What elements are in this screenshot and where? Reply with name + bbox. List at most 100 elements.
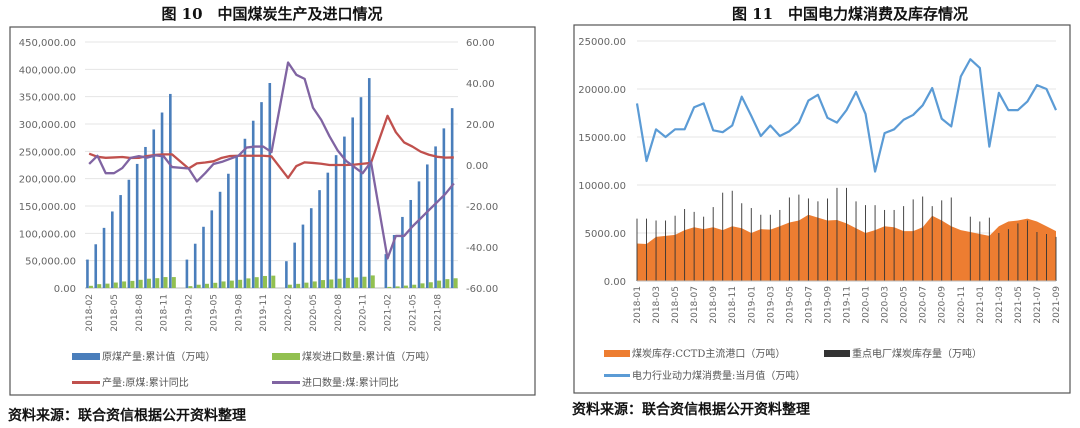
imports-bar bbox=[304, 282, 309, 288]
production-bar bbox=[417, 181, 421, 288]
x-axis-tick-label: 2019-07 bbox=[804, 286, 814, 324]
legend-swatch-plant-inventory bbox=[824, 350, 850, 357]
production-bar bbox=[251, 120, 255, 288]
production-bar bbox=[409, 199, 413, 288]
source-note-right: 资料来源：联合资信根据公开资料整理 bbox=[572, 401, 810, 418]
x-axis-tick-label: 2021-01 bbox=[976, 286, 986, 324]
x-axis-tick-label: 2018-08 bbox=[135, 294, 145, 332]
imports-bar bbox=[437, 280, 442, 288]
x-axis-tick-label: 2020-11 bbox=[957, 286, 967, 324]
production-bar bbox=[185, 259, 189, 288]
x-axis-tick-label: 2018-03 bbox=[652, 286, 662, 324]
production-bar bbox=[218, 191, 222, 288]
x-axis-tick-label: 2021-05 bbox=[1014, 286, 1024, 324]
production-bar bbox=[243, 138, 247, 288]
right-axis-tick-label: -60.00 bbox=[466, 284, 498, 295]
legend-label-port-inventory: 煤炭库存:CCTD主流港口（万吨） bbox=[632, 347, 785, 360]
consumption-line bbox=[635, 58, 1058, 173]
production-bar bbox=[111, 211, 114, 288]
right-axis-tick-label: 40.00 bbox=[466, 79, 495, 90]
imports-bar bbox=[395, 286, 400, 288]
imports-bar bbox=[97, 284, 102, 288]
production-bar bbox=[425, 164, 429, 288]
imports-bar bbox=[296, 283, 301, 288]
x-axis-tick-label: 2019-05 bbox=[209, 294, 219, 332]
imports-yoy-line bbox=[88, 61, 455, 260]
right-axis-tick-label: 0.00 bbox=[466, 161, 488, 172]
imports-bar bbox=[163, 277, 168, 288]
x-axis-tick-label: 2018-05 bbox=[671, 286, 681, 324]
left-axis-tick-label: 300,000.00 bbox=[19, 120, 76, 131]
imports-bar bbox=[188, 286, 193, 288]
production-bar bbox=[309, 208, 313, 288]
imports-bar bbox=[146, 278, 151, 288]
legend-swatch-imports-yoy bbox=[272, 381, 300, 384]
imports-bar bbox=[263, 275, 268, 288]
imports-bar bbox=[453, 278, 458, 288]
production-bar bbox=[318, 190, 321, 288]
left-axis-tick-label: 100,000.00 bbox=[19, 229, 76, 240]
x-axis-tick-label: 2018-09 bbox=[709, 286, 719, 324]
imports-bar bbox=[354, 277, 359, 288]
x-axis-tick-label: 2020-05 bbox=[309, 294, 319, 332]
x-axis-tick-label: 2018-07 bbox=[690, 286, 700, 324]
x-axis-tick-label: 2018-01 bbox=[633, 286, 643, 324]
imports-bar bbox=[312, 281, 317, 288]
legend-label-imports-yoy: 进口数量:煤:累计同比 bbox=[302, 376, 399, 389]
production-bar bbox=[359, 97, 363, 288]
imports-bar bbox=[138, 279, 143, 288]
imports-bar bbox=[362, 276, 367, 288]
imports-bar bbox=[221, 281, 226, 288]
chart-10-legend: 原煤产量:累计值（万吨） 煤炭进口数量:累计值（万吨） 产量:原煤:累计同比 进… bbox=[72, 350, 435, 389]
production-bar bbox=[450, 108, 454, 288]
right-axis-tick-label: 20.00 bbox=[466, 120, 495, 131]
production-bar bbox=[86, 259, 89, 288]
production-bar bbox=[326, 172, 330, 288]
legend-swatch-consumption bbox=[604, 374, 630, 377]
x-axis-tick-label: 2019-11 bbox=[843, 286, 853, 324]
x-axis-tick-label: 2020-09 bbox=[938, 286, 948, 324]
x-axis-tick-label: 2018-11 bbox=[728, 286, 738, 324]
chart-11-frame bbox=[573, 24, 1071, 394]
production-bar bbox=[193, 243, 197, 288]
legend-swatch-production-yoy bbox=[72, 381, 100, 384]
production-bar bbox=[102, 227, 106, 288]
imports-bar bbox=[428, 282, 433, 288]
imports-bar bbox=[329, 279, 334, 288]
legend-label-imports: 煤炭进口数量:累计值（万吨） bbox=[302, 350, 435, 363]
x-axis-tick-label: 2019-05 bbox=[785, 286, 795, 324]
production-bar bbox=[285, 261, 288, 288]
x-axis-tick-label: 2021-07 bbox=[1033, 286, 1043, 324]
imports-bar bbox=[412, 284, 417, 288]
chart-11-legend: 煤炭库存:CCTD主流港口（万吨） 重点电厂煤炭库存量（万吨） 电力行业动力煤消… bbox=[604, 347, 982, 382]
production-bar bbox=[392, 234, 396, 288]
production-bar bbox=[235, 156, 238, 288]
legend-label-production-yoy: 产量:原煤:累计同比 bbox=[102, 376, 189, 389]
x-axis-tick-label: 2020-05 bbox=[900, 286, 910, 324]
left-axis-tick-label: 150,000.00 bbox=[19, 202, 76, 213]
x-axis-tick-label: 2021-05 bbox=[408, 294, 418, 332]
x-axis-tick-label: 2020-11 bbox=[359, 294, 369, 332]
production-bar bbox=[210, 210, 214, 288]
imports-bar bbox=[88, 285, 93, 288]
x-axis-tick-label: 2020-03 bbox=[881, 286, 891, 324]
x-axis-tick-label: 2019-02 bbox=[185, 294, 195, 332]
production-bar bbox=[434, 146, 437, 288]
production-bar bbox=[401, 216, 404, 288]
legend-label-plant-inventory: 重点电厂煤炭库存量（万吨） bbox=[852, 347, 982, 360]
right-axis-tick-label: -20.00 bbox=[466, 202, 498, 213]
production-bar bbox=[268, 83, 272, 288]
legend-label-production: 原煤产量:累计值（万吨） bbox=[102, 350, 215, 363]
x-axis-tick-label: 2019-09 bbox=[823, 286, 833, 324]
chart-10-title: 图 10 中国煤炭生产及进口情况 bbox=[161, 5, 382, 23]
production-bar bbox=[293, 242, 296, 288]
x-axis-tick-label: 2021-08 bbox=[433, 294, 443, 332]
production-bar bbox=[135, 163, 139, 288]
imports-bar bbox=[254, 277, 259, 288]
imports-bar bbox=[420, 283, 425, 288]
imports-bar bbox=[337, 278, 342, 288]
right-axis-tick-label: 60.00 bbox=[466, 38, 495, 49]
left-axis-tick-label: 350,000.00 bbox=[19, 93, 76, 104]
imports-bar bbox=[229, 280, 234, 288]
y-axis-tick-label: 15000.00 bbox=[578, 133, 626, 144]
